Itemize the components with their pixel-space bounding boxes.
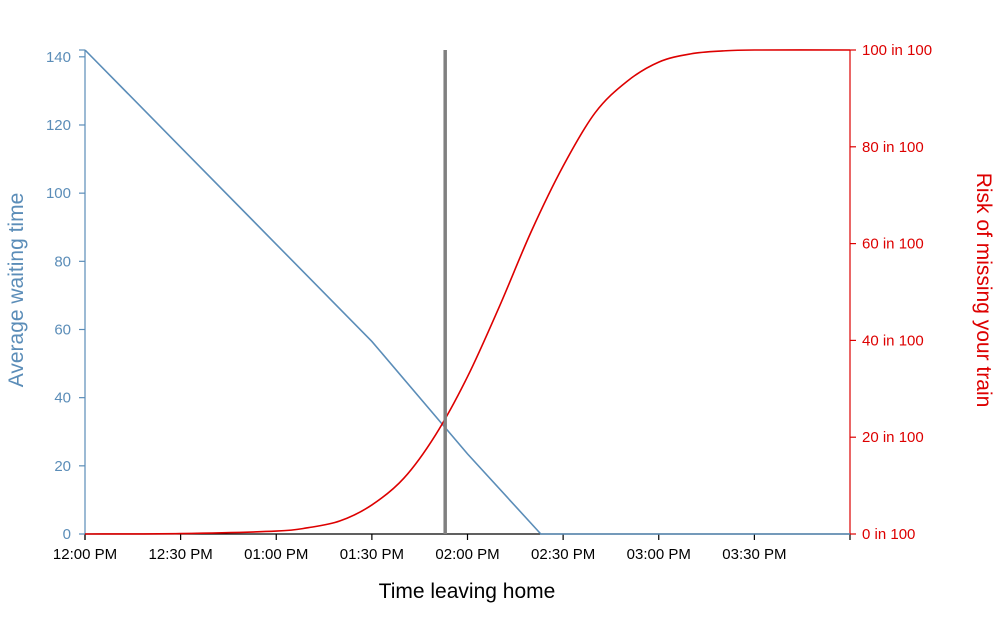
- x-tick-label: 02:30 PM: [531, 546, 595, 563]
- missing-risk-curve: [84, 49, 851, 535]
- y-left-tick-label: 60: [54, 321, 71, 338]
- waiting-time-line: [84, 49, 850, 535]
- x-axis: 12:00 PM 12:30 PM 01:00 PM 01:30 PM 02:00 PM…: [53, 533, 851, 563]
- y-left-tick-label: 100: [46, 185, 71, 202]
- y-right-tick-label: 100 in 100: [862, 42, 932, 59]
- x-tick-label: 01:00 PM: [244, 546, 308, 563]
- x-tick-label: 03:30 PM: [722, 546, 786, 563]
- x-tick-label: 02:00 PM: [435, 546, 499, 563]
- y-right-tick-label: 80 in 100: [862, 139, 924, 156]
- x-tick-label: 03:00 PM: [627, 546, 691, 563]
- y-left-tick-label: 120: [46, 117, 71, 134]
- y-left-tick-label: 140: [46, 49, 71, 66]
- y-left-axis-title: Average waiting time: [5, 193, 28, 388]
- x-tick-label: 01:30 PM: [340, 546, 404, 563]
- x-axis-title: Time leaving home: [379, 580, 556, 603]
- y-right-axis: 0 in 100 20 in 100 40 in 100 60 in 100 80 in…: [849, 42, 932, 543]
- series-layer: [84, 49, 851, 535]
- y-left-axis: 0 20 40 60 80 100 120 140: [46, 49, 86, 543]
- y-right-tick-label: 60 in 100: [862, 236, 924, 253]
- y-right-tick-label: 20 in 100: [862, 429, 924, 446]
- x-tick-label: 12:00 PM: [53, 546, 117, 563]
- y-left-tick-label: 80: [54, 253, 71, 270]
- x-tick-label: 12:30 PM: [149, 546, 213, 563]
- y-left-tick-label: 20: [54, 458, 71, 475]
- y-left-tick-label: 40: [54, 390, 71, 407]
- y-right-tick-label: 0 in 100: [862, 526, 915, 543]
- y-left-tick-label: 0: [63, 526, 71, 543]
- y-right-tick-label: 40 in 100: [862, 332, 924, 349]
- y-right-axis-title: Risk of missing your train: [972, 173, 995, 408]
